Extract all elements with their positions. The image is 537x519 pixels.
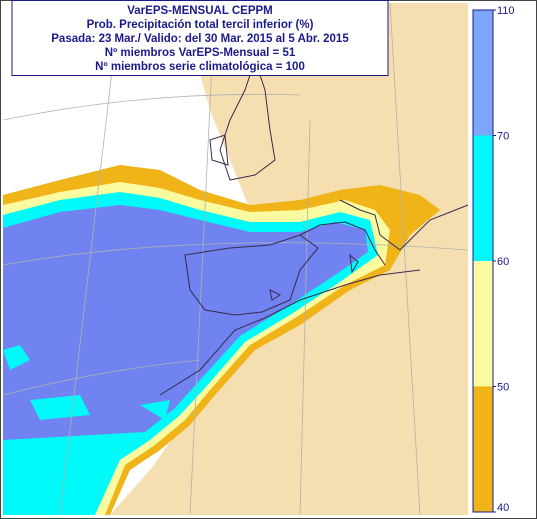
cyan-patch [3,345,170,420]
colorbar-segment [473,135,493,261]
title-box: VarEPS-MENSUAL CEPPM Prob. Precipitación… [11,0,389,76]
title-line: Nº miembros VarEPS-Mensual = 51 [105,47,296,59]
title-line: Prob. Precipitación total tercil inferio… [87,19,314,31]
colorbar-label: 50 [497,382,509,394]
colorbar-label: 70 [497,131,509,143]
colorbar-label: 40 [497,502,509,514]
land [110,3,468,515]
coastlines [159,58,469,396]
colorbar-segment [473,386,493,512]
colorbar: 40 50 60 70 110 [472,5,515,514]
title-line: VarEPS-MENSUAL CEPPM [127,5,273,17]
title-frame [11,0,389,76]
title-line: Nº miembros serie climatológica = 100 [95,61,305,73]
blue-area [3,205,368,440]
title-line: Pasada: 23 Mar./ Valido: del 30 Mar. 201… [51,33,349,45]
colorbar-label: 60 [497,256,509,268]
colorbar-segment [473,10,493,136]
colorbar-segment [473,261,493,387]
graticule [2,2,469,516]
colorbar-label: 110 [497,5,515,17]
map [2,2,469,516]
